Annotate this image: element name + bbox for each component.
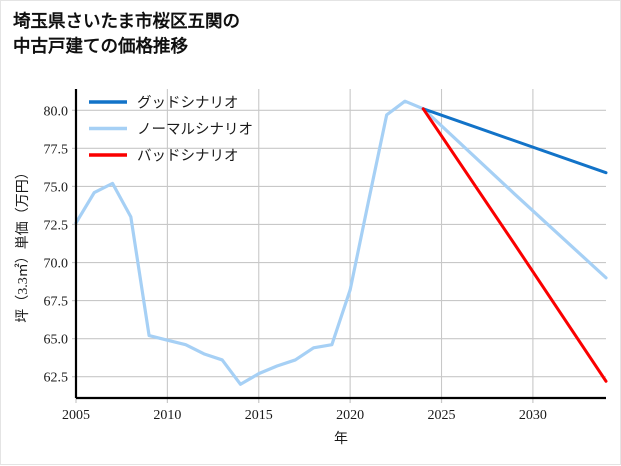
y-tick-label-72.5: 72.5 <box>44 218 69 233</box>
y-tick-label-75.0: 75.0 <box>44 180 69 195</box>
y-tick-label-77.5: 77.5 <box>44 142 69 157</box>
axis-spines <box>74 89 606 400</box>
x-tick-label-2015: 2015 <box>245 408 273 423</box>
legend-label-normal: ノーマルシナリオ <box>137 122 253 138</box>
x-axis-ticks: 2005 2010 2015 2020 2025 2030 <box>62 398 547 423</box>
legend-label-good: グッドシナリオ <box>137 95 239 112</box>
x-tick-label-2020: 2020 <box>336 408 364 423</box>
x-tick-label-2025: 2025 <box>428 408 456 423</box>
y-axis-ticks: 62.5 65.0 67.5 70.0 72.5 75.0 77.5 80.0 <box>44 104 76 386</box>
series-line-good <box>421 107 608 175</box>
y-tick-label-65.0: 65.0 <box>44 333 69 348</box>
page-title: 埼玉県さいたま市桜区五関の 中古戸建ての価格推移 <box>13 11 240 57</box>
x-tick-label-2030: 2030 <box>519 408 547 423</box>
series-line-bad <box>421 107 608 383</box>
y-tick-label-70.0: 70.0 <box>44 257 69 272</box>
series-layer <box>74 99 608 386</box>
y-axis-label: 坪（3.3㎡）単価（万円） <box>15 165 31 323</box>
x-tick-label-2010: 2010 <box>153 408 181 423</box>
x-axis-label: 年 <box>334 431 348 447</box>
y-tick-label-80.0: 80.0 <box>44 104 69 119</box>
y-tick-label-67.5: 67.5 <box>44 295 69 310</box>
y-tick-label-62.5: 62.5 <box>44 371 69 386</box>
gridlines <box>75 89 606 398</box>
series-line-normal <box>74 99 608 386</box>
legend-label-bad: バッドシナリオ <box>137 149 239 165</box>
x-tick-label-2005: 2005 <box>62 408 90 423</box>
